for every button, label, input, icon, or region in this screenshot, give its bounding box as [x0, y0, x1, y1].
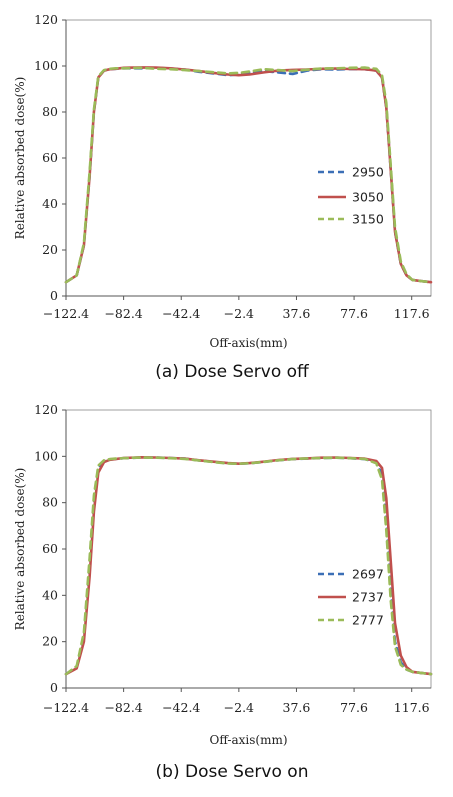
- x-axis-label: Off-axis(mm): [209, 336, 287, 350]
- chart-panel-a: 0 20 40 60 80 100 120 −122.4 −82.4 −42.4 −2.4 37.6 7…: [13, 12, 433, 382]
- legend-label: 3150: [352, 212, 384, 227]
- y-tick-label: 120: [34, 402, 58, 417]
- plot-area-frame: [65, 19, 432, 297]
- x-tick-label: −82.4: [104, 306, 142, 321]
- x-tick-label: 77.6: [340, 700, 368, 715]
- legend-label: 2737: [352, 590, 384, 605]
- plot-area-frame: [65, 409, 432, 689]
- series-line-2737: [64, 455, 433, 676]
- y-tick-label: 100: [34, 448, 58, 463]
- series-line-2777: [64, 456, 433, 676]
- x-tick-label: 77.6: [340, 306, 368, 321]
- y-tick-label: 0: [50, 680, 58, 695]
- chart-panel-b: 0 20 40 60 80 100 120 −122.4 −82.4 −42.4 −2.4 37.6 7…: [13, 402, 433, 782]
- x-tick-label: −2.4: [224, 306, 254, 321]
- y-tick-label: 40: [42, 196, 58, 211]
- legend-label: 2950: [352, 165, 384, 180]
- x-tick-label: −42.4: [162, 306, 200, 321]
- x-tick-label: −122.4: [43, 306, 89, 321]
- panel-caption: (b) Dose Servo on: [156, 762, 309, 782]
- y-tick-label: 100: [34, 58, 58, 73]
- y-tick-label: 60: [42, 150, 58, 165]
- y-tick-label: 120: [34, 12, 58, 27]
- series-line-3150: [64, 66, 433, 284]
- y-tick-label: 0: [50, 288, 58, 303]
- y-axis-label: Relative absorbed dose(%): [13, 77, 27, 240]
- y-tick-label: 80: [42, 495, 58, 510]
- x-tick-label: −42.4: [162, 700, 200, 715]
- y-tick-label: 60: [42, 541, 58, 556]
- x-tick-label: 37.6: [283, 700, 311, 715]
- x-tick-label: 117.6: [394, 700, 430, 715]
- y-tick-label: 20: [42, 634, 58, 649]
- y-tick-label: 20: [42, 242, 58, 257]
- x-tick-label: 37.6: [283, 306, 311, 321]
- x-tick-label: −82.4: [104, 700, 142, 715]
- x-tick-label: −122.4: [43, 700, 89, 715]
- legend-label: 2697: [352, 567, 384, 582]
- x-axis-label: Off-axis(mm): [209, 733, 287, 747]
- legend-label: 2777: [352, 613, 384, 628]
- x-tick-label: −2.4: [224, 700, 254, 715]
- x-tick-label: 117.6: [394, 306, 430, 321]
- y-axis-label: Relative absorbed dose(%): [13, 468, 27, 631]
- panel-caption: (a) Dose Servo off: [155, 362, 310, 382]
- legend-label: 3050: [352, 190, 384, 205]
- y-tick-label: 80: [42, 104, 58, 119]
- y-tick-label: 40: [42, 587, 58, 602]
